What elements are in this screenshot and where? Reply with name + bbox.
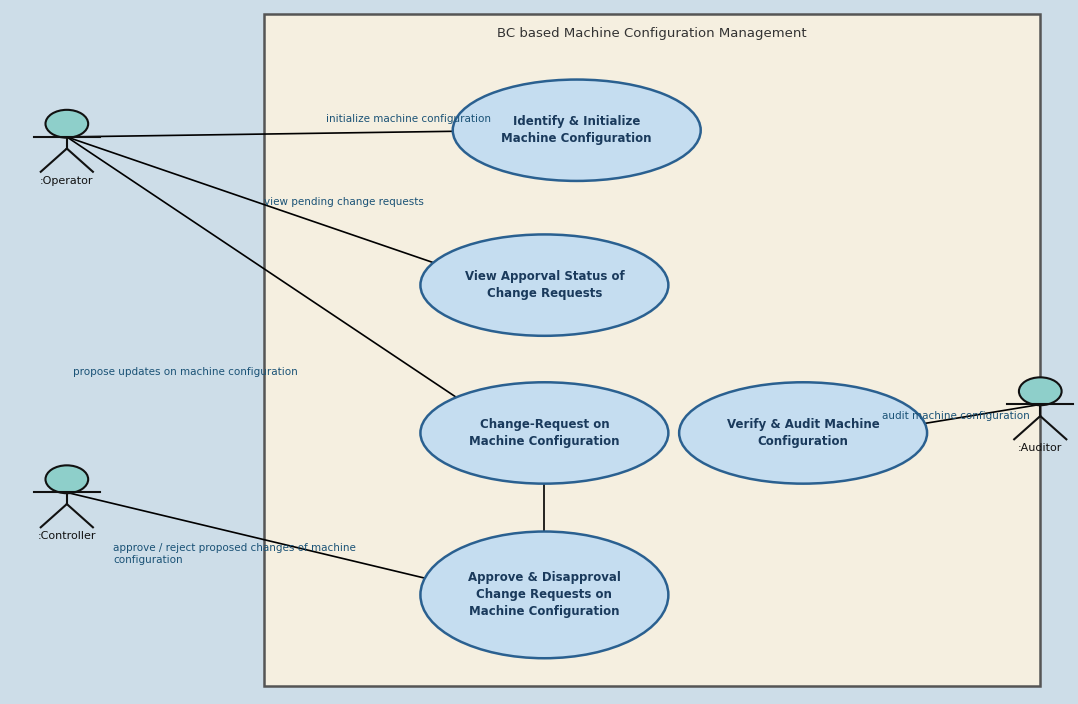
Circle shape	[1019, 377, 1062, 406]
Text: Identify & Initialize
Machine Configuration: Identify & Initialize Machine Configurat…	[501, 115, 652, 145]
Text: :Auditor: :Auditor	[1018, 444, 1063, 453]
Text: BC based Machine Configuration Management: BC based Machine Configuration Managemen…	[497, 27, 807, 39]
FancyBboxPatch shape	[264, 14, 1040, 686]
Text: Verify & Audit Machine
Configuration: Verify & Audit Machine Configuration	[727, 418, 880, 448]
Ellipse shape	[420, 382, 668, 484]
Text: view pending change requests: view pending change requests	[264, 197, 424, 207]
Ellipse shape	[420, 234, 668, 336]
Text: approve / reject proposed changes of machine
configuration: approve / reject proposed changes of mac…	[113, 543, 356, 565]
Circle shape	[45, 465, 88, 494]
Text: :Operator: :Operator	[40, 176, 94, 186]
Ellipse shape	[453, 80, 701, 181]
Circle shape	[45, 110, 88, 138]
Text: :Controller: :Controller	[38, 531, 96, 541]
Text: audit machine configuration: audit machine configuration	[882, 411, 1029, 421]
Text: initialize machine configuration: initialize machine configuration	[326, 114, 490, 124]
Ellipse shape	[420, 532, 668, 658]
Text: propose updates on machine configuration: propose updates on machine configuration	[73, 367, 298, 377]
Text: View Apporval Status of
Change Requests: View Apporval Status of Change Requests	[465, 270, 624, 300]
Text: Change-Request on
Machine Configuration: Change-Request on Machine Configuration	[469, 418, 620, 448]
Ellipse shape	[679, 382, 927, 484]
Text: Approve & Disapproval
Change Requests on
Machine Configuration: Approve & Disapproval Change Requests on…	[468, 572, 621, 618]
